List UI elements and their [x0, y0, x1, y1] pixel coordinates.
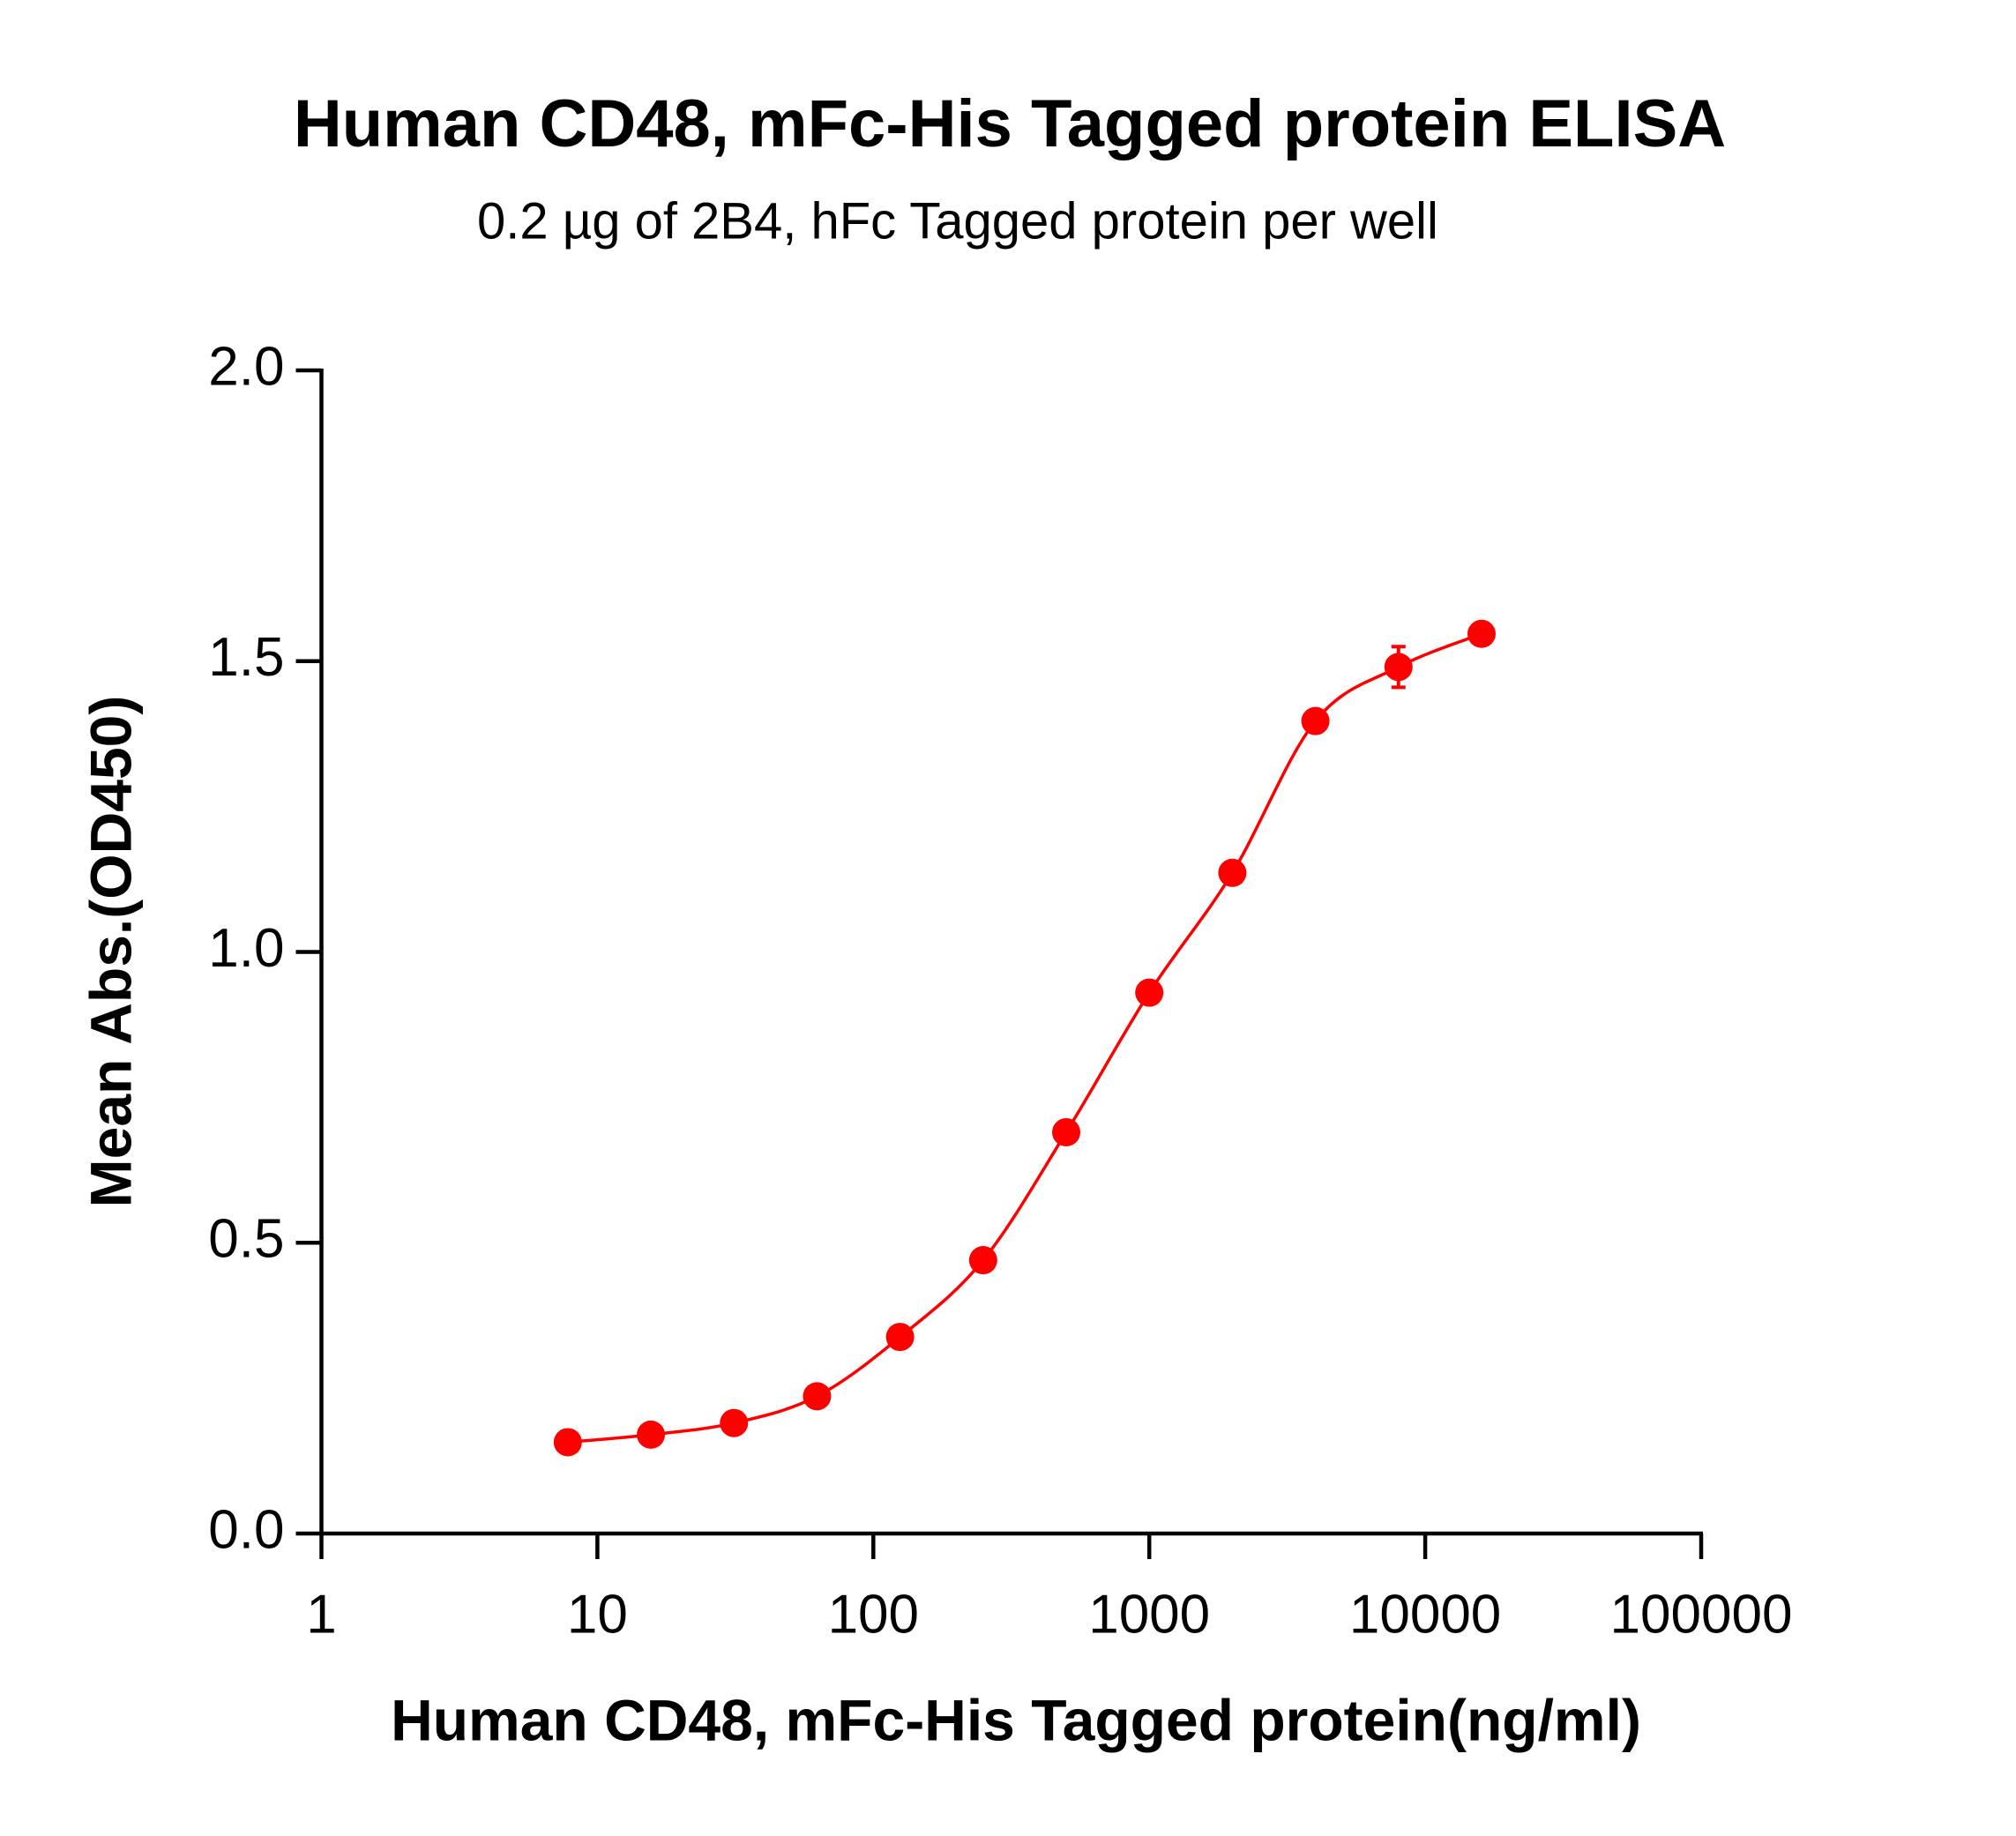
x-tick-label: 1 — [306, 1584, 336, 1645]
data-point — [637, 1420, 666, 1449]
x-axis-title: Human CD48, mFc-His Tagged protein(ng/ml… — [391, 1687, 1641, 1752]
data-point — [720, 1408, 749, 1437]
data-point — [968, 1246, 997, 1275]
x-tick-label: 100000 — [1610, 1584, 1793, 1645]
data-point — [1384, 653, 1413, 682]
data-point — [885, 1323, 915, 1352]
y-tick-label: 0.5 — [208, 1209, 284, 1270]
data-point — [553, 1428, 582, 1457]
y-tick-label: 2.0 — [208, 336, 284, 397]
y-tick-label: 1.0 — [208, 918, 284, 979]
chart-subtitle: 0.2 µg of 2B4, hFc Tagged protein per we… — [477, 192, 1438, 250]
y-tick-label: 1.5 — [208, 627, 284, 688]
x-tick-label: 100 — [828, 1584, 919, 1645]
data-point — [1467, 619, 1496, 648]
y-tick-label: 0.0 — [208, 1499, 284, 1560]
x-tick-label: 10000 — [1349, 1584, 1501, 1645]
data-point — [803, 1382, 832, 1411]
fit-curve — [567, 632, 1482, 1444]
data-point — [1052, 1117, 1081, 1146]
y-axis-title: Mean Abs.(OD450) — [78, 696, 143, 1208]
data-point — [1218, 858, 1247, 887]
x-tick-label: 1000 — [1088, 1584, 1210, 1645]
data-point — [1301, 706, 1330, 735]
chart-title: Human CD48, mFc-His Tagged protein ELISA — [294, 86, 1726, 161]
x-tick-label: 10 — [567, 1584, 628, 1645]
data-point — [1135, 978, 1164, 1007]
